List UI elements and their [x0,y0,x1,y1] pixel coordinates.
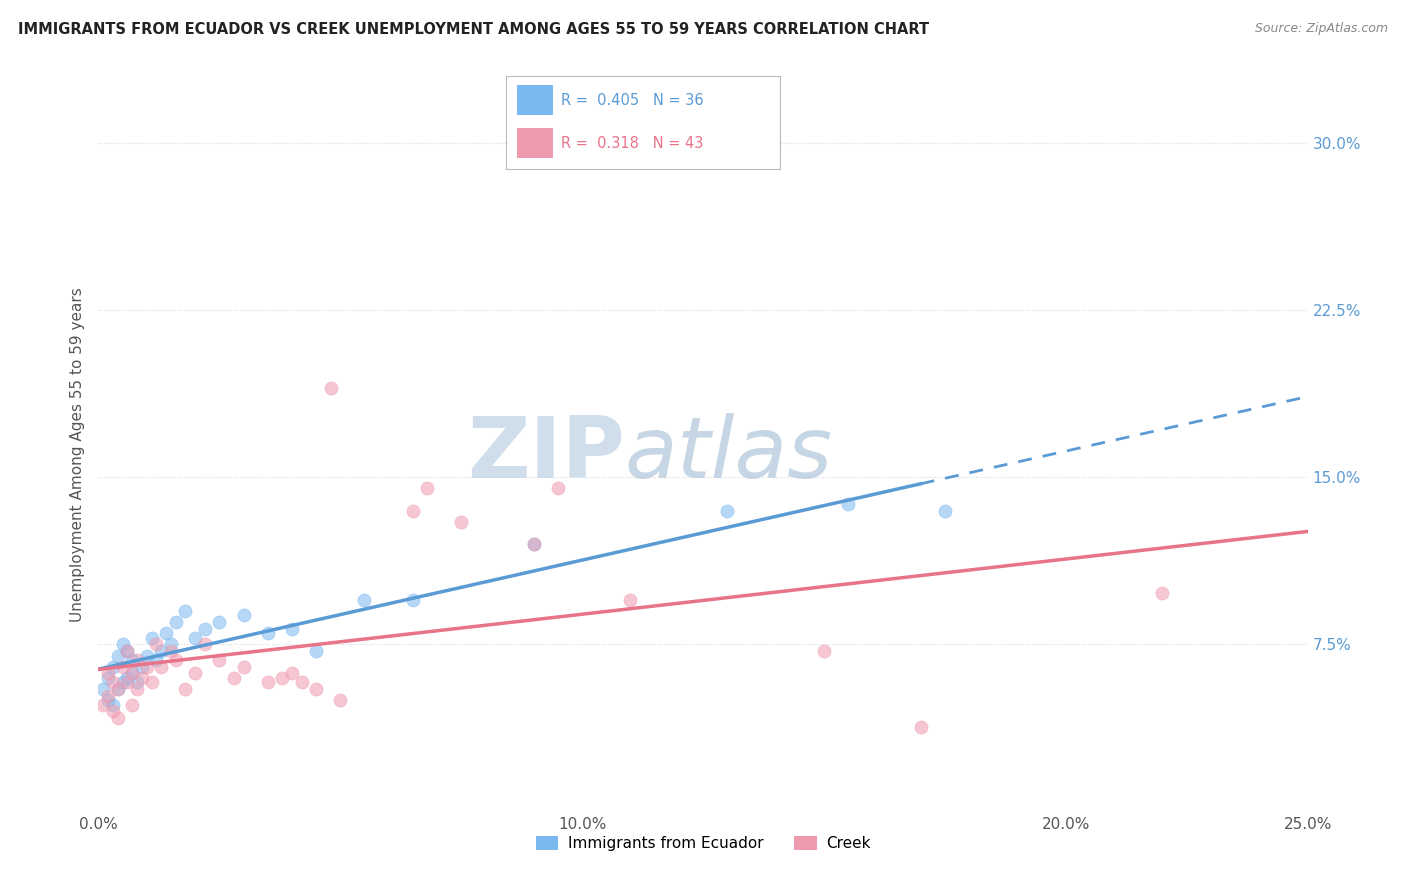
Point [150,644,173,658]
Point [141,631,163,645]
Bar [517,128,553,158]
Y-axis label: Unemployment Among Ages 55 to 59 years: Unemployment Among Ages 55 to 59 years [69,287,84,623]
Point [121,666,143,681]
Point [101,698,124,712]
Point [281,666,304,681]
Text: atlas: atlas [624,413,832,497]
Point [101,660,124,674]
Point [150,660,173,674]
Point [232,660,254,674]
Point [305,644,328,658]
Point [837,497,859,511]
Point [101,675,124,690]
Point [402,592,425,607]
Point [165,653,187,667]
Point [1152,586,1174,600]
Point [281,622,304,636]
Point [194,622,217,636]
Text: R =  0.318   N = 43: R = 0.318 N = 43 [561,136,703,151]
Point [131,660,153,674]
Point [208,615,231,630]
Point [117,671,139,685]
Point [402,503,425,517]
Point [117,644,139,658]
Point [111,637,134,651]
Point [121,666,143,681]
Point [97,693,120,707]
Point [141,675,163,690]
Point [131,671,153,685]
Point [117,675,139,690]
Point [910,720,932,734]
Point [174,681,197,696]
Bar [517,85,553,115]
Point [91,681,114,696]
Point [813,644,835,658]
Point [208,653,231,667]
Point [155,626,177,640]
Point [290,675,312,690]
Point [194,637,217,651]
Point [547,482,569,496]
Point [523,537,546,551]
Text: ZIP: ZIP [467,413,624,497]
Point [271,671,294,685]
Point [160,637,183,651]
Point [145,653,167,667]
Point [97,671,120,685]
Point [232,608,254,623]
Point [165,615,187,630]
Point [222,671,245,685]
Legend: Immigrants from Ecuador, Creek: Immigrants from Ecuador, Creek [530,830,876,857]
Point [117,644,139,658]
Point [619,592,641,607]
Point [91,698,114,712]
Point [107,648,129,663]
Point [111,675,134,690]
Point [174,604,197,618]
Point [145,637,167,651]
Point [121,698,143,712]
Point [97,689,120,703]
Point [329,693,352,707]
Point [97,666,120,681]
Point [135,660,157,674]
Point [135,648,157,663]
Point [305,681,328,696]
Point [121,653,143,667]
Point [523,537,546,551]
Point [256,675,278,690]
Point [184,631,207,645]
Point [107,681,129,696]
Point [353,592,375,607]
Point [934,503,956,517]
Point [127,681,149,696]
Text: R =  0.405   N = 36: R = 0.405 N = 36 [561,93,703,108]
Point [127,675,149,690]
Point [716,503,738,517]
Point [416,482,439,496]
Point [127,653,149,667]
Point [160,644,183,658]
Point [107,681,129,696]
Text: IMMIGRANTS FROM ECUADOR VS CREEK UNEMPLOYMENT AMONG AGES 55 TO 59 YEARS CORRELAT: IMMIGRANTS FROM ECUADOR VS CREEK UNEMPLO… [18,22,929,37]
Point [450,515,472,529]
Point [101,705,124,719]
Point [319,381,342,395]
Text: Source: ZipAtlas.com: Source: ZipAtlas.com [1254,22,1388,36]
Point [256,626,278,640]
Point [111,660,134,674]
Point [107,711,129,725]
Point [184,666,207,681]
